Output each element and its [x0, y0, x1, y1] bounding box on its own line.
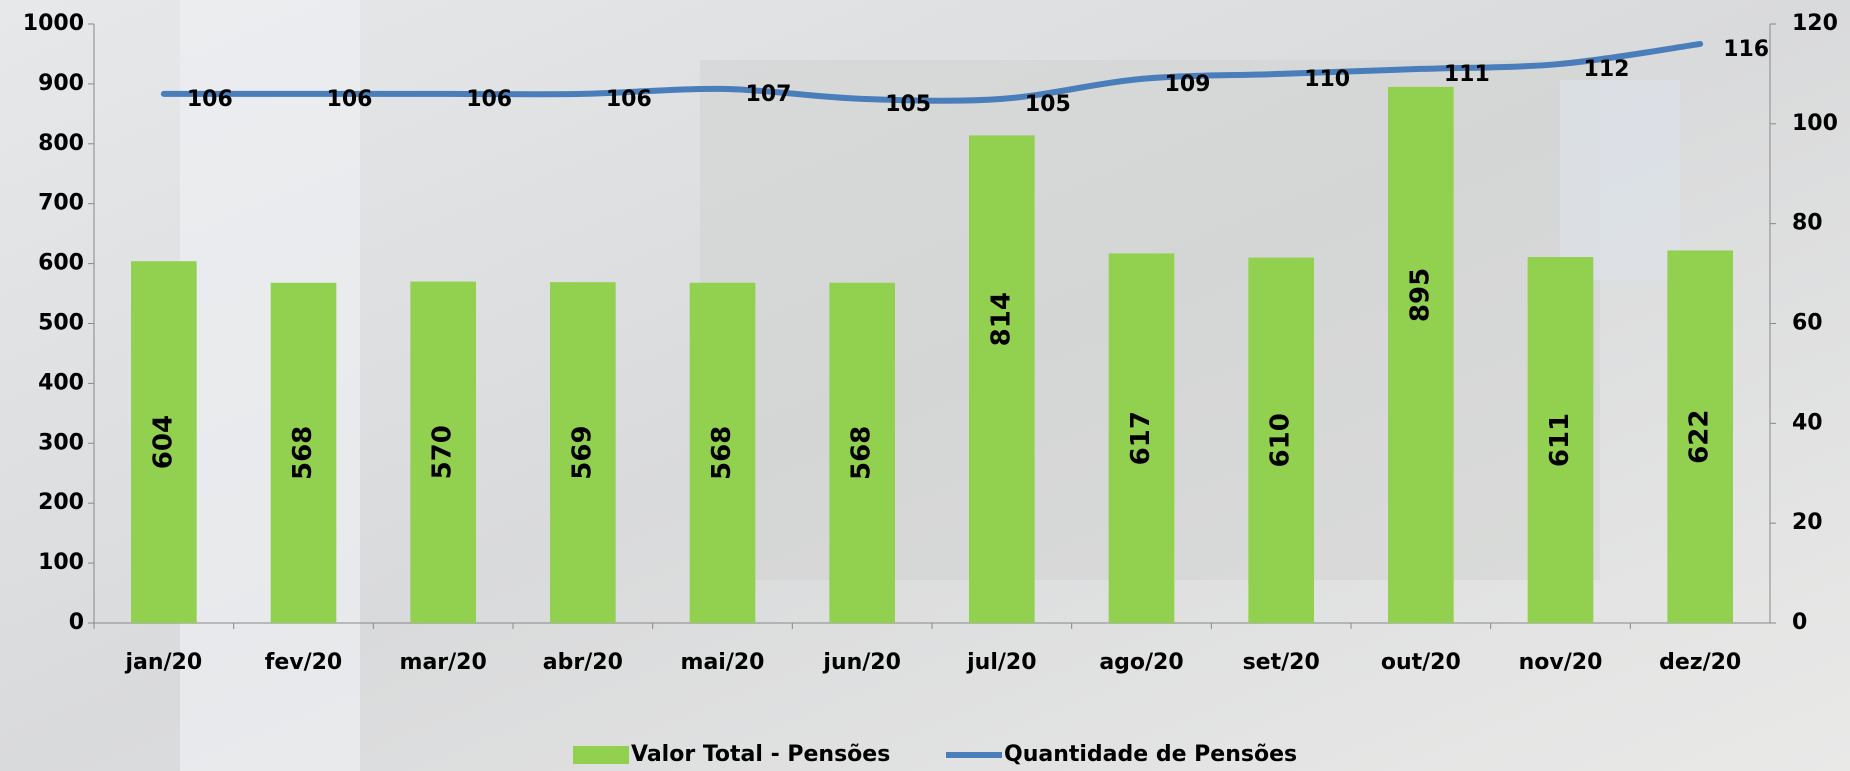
x-tick-label: set/20: [1243, 650, 1320, 675]
y2-tick-label: 120: [1792, 11, 1838, 36]
legend-label: Valor Total - Pensões: [631, 742, 890, 767]
y-tick-label: 600: [38, 251, 84, 276]
line-value-label: 110: [1304, 67, 1350, 92]
bar-value-label: 610: [1266, 413, 1296, 467]
legend-swatch: [573, 746, 629, 764]
line-value-label: 105: [885, 92, 931, 117]
y2-tick-label: 100: [1792, 111, 1838, 136]
bar-value-label: 568: [707, 426, 737, 480]
x-tick-label: dez/20: [1659, 650, 1741, 675]
x-tick-label: mar/20: [400, 650, 487, 675]
y-tick-label: 300: [38, 430, 84, 455]
y2-tick-label: 20: [1792, 510, 1823, 535]
bar-value-label: 622: [1685, 410, 1715, 464]
bar: [1667, 250, 1733, 623]
line: [160, 40, 1704, 104]
x-tick-label: mai/20: [681, 650, 765, 675]
bar: [1388, 86, 1454, 623]
y-tick-label: 1000: [23, 11, 84, 36]
bar: [1108, 253, 1175, 624]
bar: [270, 282, 337, 623]
line-value-label: 111: [1444, 62, 1490, 87]
bar-value-label: 895: [1405, 268, 1435, 322]
bar-value-label: 568: [847, 426, 877, 480]
line-value-label: 106: [187, 87, 233, 112]
bar: [689, 282, 756, 623]
line-value-label: 112: [1584, 57, 1630, 82]
x-tick-label: jun/20: [822, 650, 901, 675]
x-tick-label: jul/20: [966, 650, 1036, 675]
x-tick-label: fev/20: [265, 650, 342, 675]
bar: [550, 282, 616, 623]
line-value-label: 116: [1723, 37, 1769, 62]
bar-value-label: 617: [1126, 411, 1156, 465]
line-value-label: 107: [746, 82, 792, 107]
x-tick-label: jan/20: [124, 650, 202, 675]
x-tick-label: out/20: [1381, 650, 1461, 675]
bar-value-label: 569: [567, 425, 597, 479]
y2-tick-label: 80: [1792, 211, 1823, 236]
bar: [1248, 257, 1314, 623]
y2-tick-label: 40: [1792, 410, 1823, 435]
bar-value-label: 611: [1545, 413, 1575, 467]
y-tick-label: 100: [38, 550, 84, 575]
bar: [969, 135, 1035, 623]
bar-value-label: 814: [986, 292, 1016, 346]
y-tick-label: 0: [69, 610, 84, 635]
y-tick-label: 200: [38, 490, 84, 515]
y2-tick-label: 0: [1792, 610, 1807, 635]
y2-tick-label: 60: [1792, 311, 1823, 336]
x-tick-label: nov/20: [1519, 650, 1603, 675]
y-tick-label: 400: [38, 370, 84, 395]
x-tick-label: ago/20: [1099, 650, 1183, 675]
bar: [410, 281, 476, 623]
line-value-label: 106: [606, 87, 652, 112]
bar: [131, 261, 197, 623]
line-value-label: 106: [327, 87, 373, 112]
y-tick-label: 800: [38, 131, 84, 156]
y-tick-label: 500: [38, 311, 84, 336]
line-value-label: 105: [1025, 92, 1071, 117]
legend-label: Quantidade de Pensões: [1004, 742, 1297, 767]
bar: [1527, 257, 1594, 623]
x-tick-label: abr/20: [543, 650, 623, 675]
line-value-label: 109: [1165, 72, 1211, 97]
y-tick-label: 700: [38, 191, 84, 216]
bar-value-label: 604: [148, 415, 178, 469]
bar-value-label: 570: [428, 425, 458, 479]
line-value-label: 106: [466, 87, 512, 112]
bar: [829, 282, 895, 623]
y-tick-label: 900: [38, 71, 84, 96]
bar-value-label: 568: [288, 426, 318, 480]
background-window: [1560, 80, 1680, 280]
